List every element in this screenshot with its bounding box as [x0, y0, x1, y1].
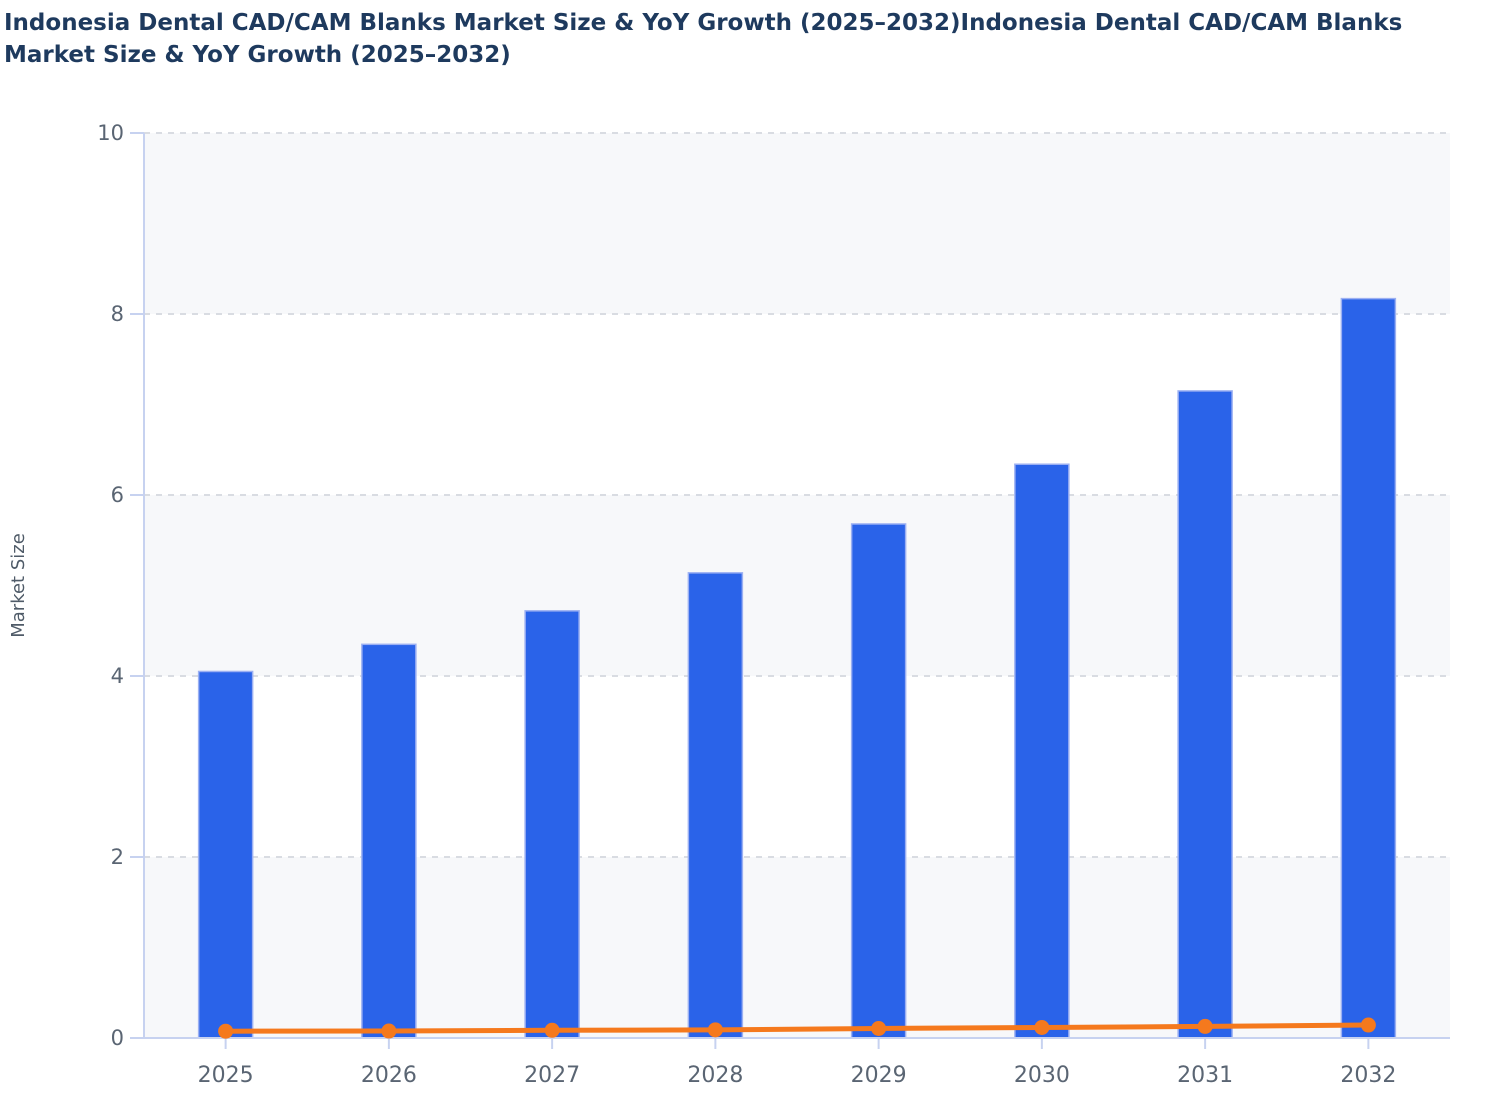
bar-2028[interactable] [687, 572, 744, 1039]
y-tick-label-4: 4 [111, 664, 124, 688]
y-tick-label-0: 0 [111, 1026, 124, 1050]
plot-band [144, 857, 1450, 1038]
x-tick-label-2029: 2029 [851, 1063, 907, 1088]
yoy-point-2031[interactable] [1197, 1018, 1213, 1034]
y-tick-label-2: 2 [111, 845, 124, 869]
yoy-point-2029[interactable] [871, 1020, 887, 1036]
chart-title-line-1: Indonesia Dental CAD/CAM Blanks Market S… [4, 10, 1403, 36]
y-tick-label-8: 8 [111, 302, 124, 326]
plot-band [144, 133, 1450, 314]
bar-2027[interactable] [524, 610, 580, 1039]
x-tick-label-2032: 2032 [1340, 1063, 1396, 1088]
y-axis-title: Market Size [8, 533, 29, 638]
yoy-growth-line [223, 1022, 1371, 1034]
bar-2026[interactable] [361, 643, 417, 1039]
x-tick-label-2027: 2027 [524, 1063, 580, 1088]
chart-title-line-2: Market Size & YoY Growth (2025–2032) [4, 42, 511, 68]
plot-band [144, 495, 1450, 676]
y-tick-label-10: 10 [97, 121, 124, 145]
bar-2030[interactable] [1014, 463, 1070, 1039]
yoy-point-2032[interactable] [1360, 1017, 1376, 1033]
bar-2025[interactable] [197, 670, 254, 1039]
bar-2029[interactable] [850, 523, 907, 1039]
yoy-point-2027[interactable] [544, 1022, 560, 1038]
yoy-point-2030[interactable] [1034, 1020, 1050, 1036]
x-tick-label-2025: 2025 [198, 1063, 254, 1088]
yoy-point-2025[interactable] [218, 1023, 234, 1039]
x-tick-label-2028: 2028 [687, 1063, 743, 1088]
chart-title: Indonesia Dental CAD/CAM Blanks Market S… [4, 7, 1504, 71]
y-tick-label-6: 6 [111, 483, 124, 507]
x-tick-label-2030: 2030 [1014, 1063, 1070, 1088]
yoy-point-2026[interactable] [381, 1023, 397, 1039]
bar-2032[interactable] [1340, 297, 1397, 1039]
bar-2031[interactable] [1177, 390, 1233, 1039]
x-tick-label-2031: 2031 [1177, 1063, 1233, 1088]
yoy-point-2028[interactable] [707, 1022, 723, 1038]
x-tick-label-2026: 2026 [361, 1063, 417, 1088]
